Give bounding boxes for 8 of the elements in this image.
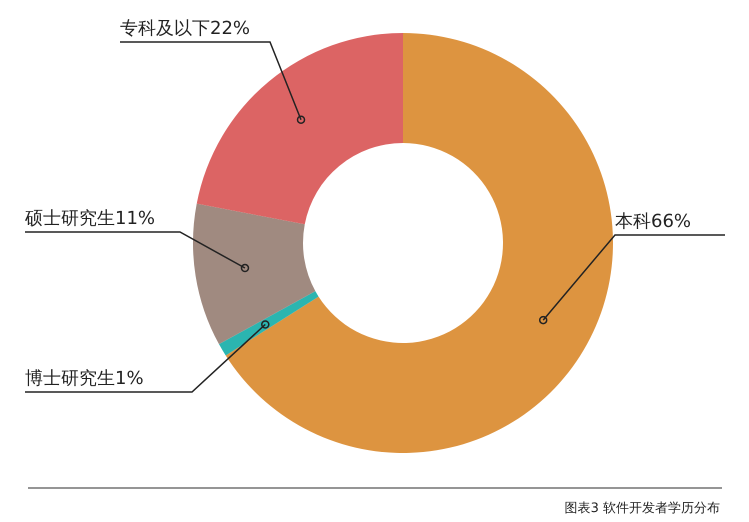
donut-slice xyxy=(193,204,316,344)
slice-label: 硕士研究生11% xyxy=(24,208,156,229)
text: 图表3 软件开发者学历分布 xyxy=(564,501,720,516)
slice-label: 本科66% xyxy=(615,211,692,232)
donut-slice xyxy=(226,33,613,453)
donut-slice xyxy=(218,291,319,356)
slice-label: 专科及以下22% xyxy=(120,18,250,39)
slice-label: 博士研究生1% xyxy=(25,368,144,389)
